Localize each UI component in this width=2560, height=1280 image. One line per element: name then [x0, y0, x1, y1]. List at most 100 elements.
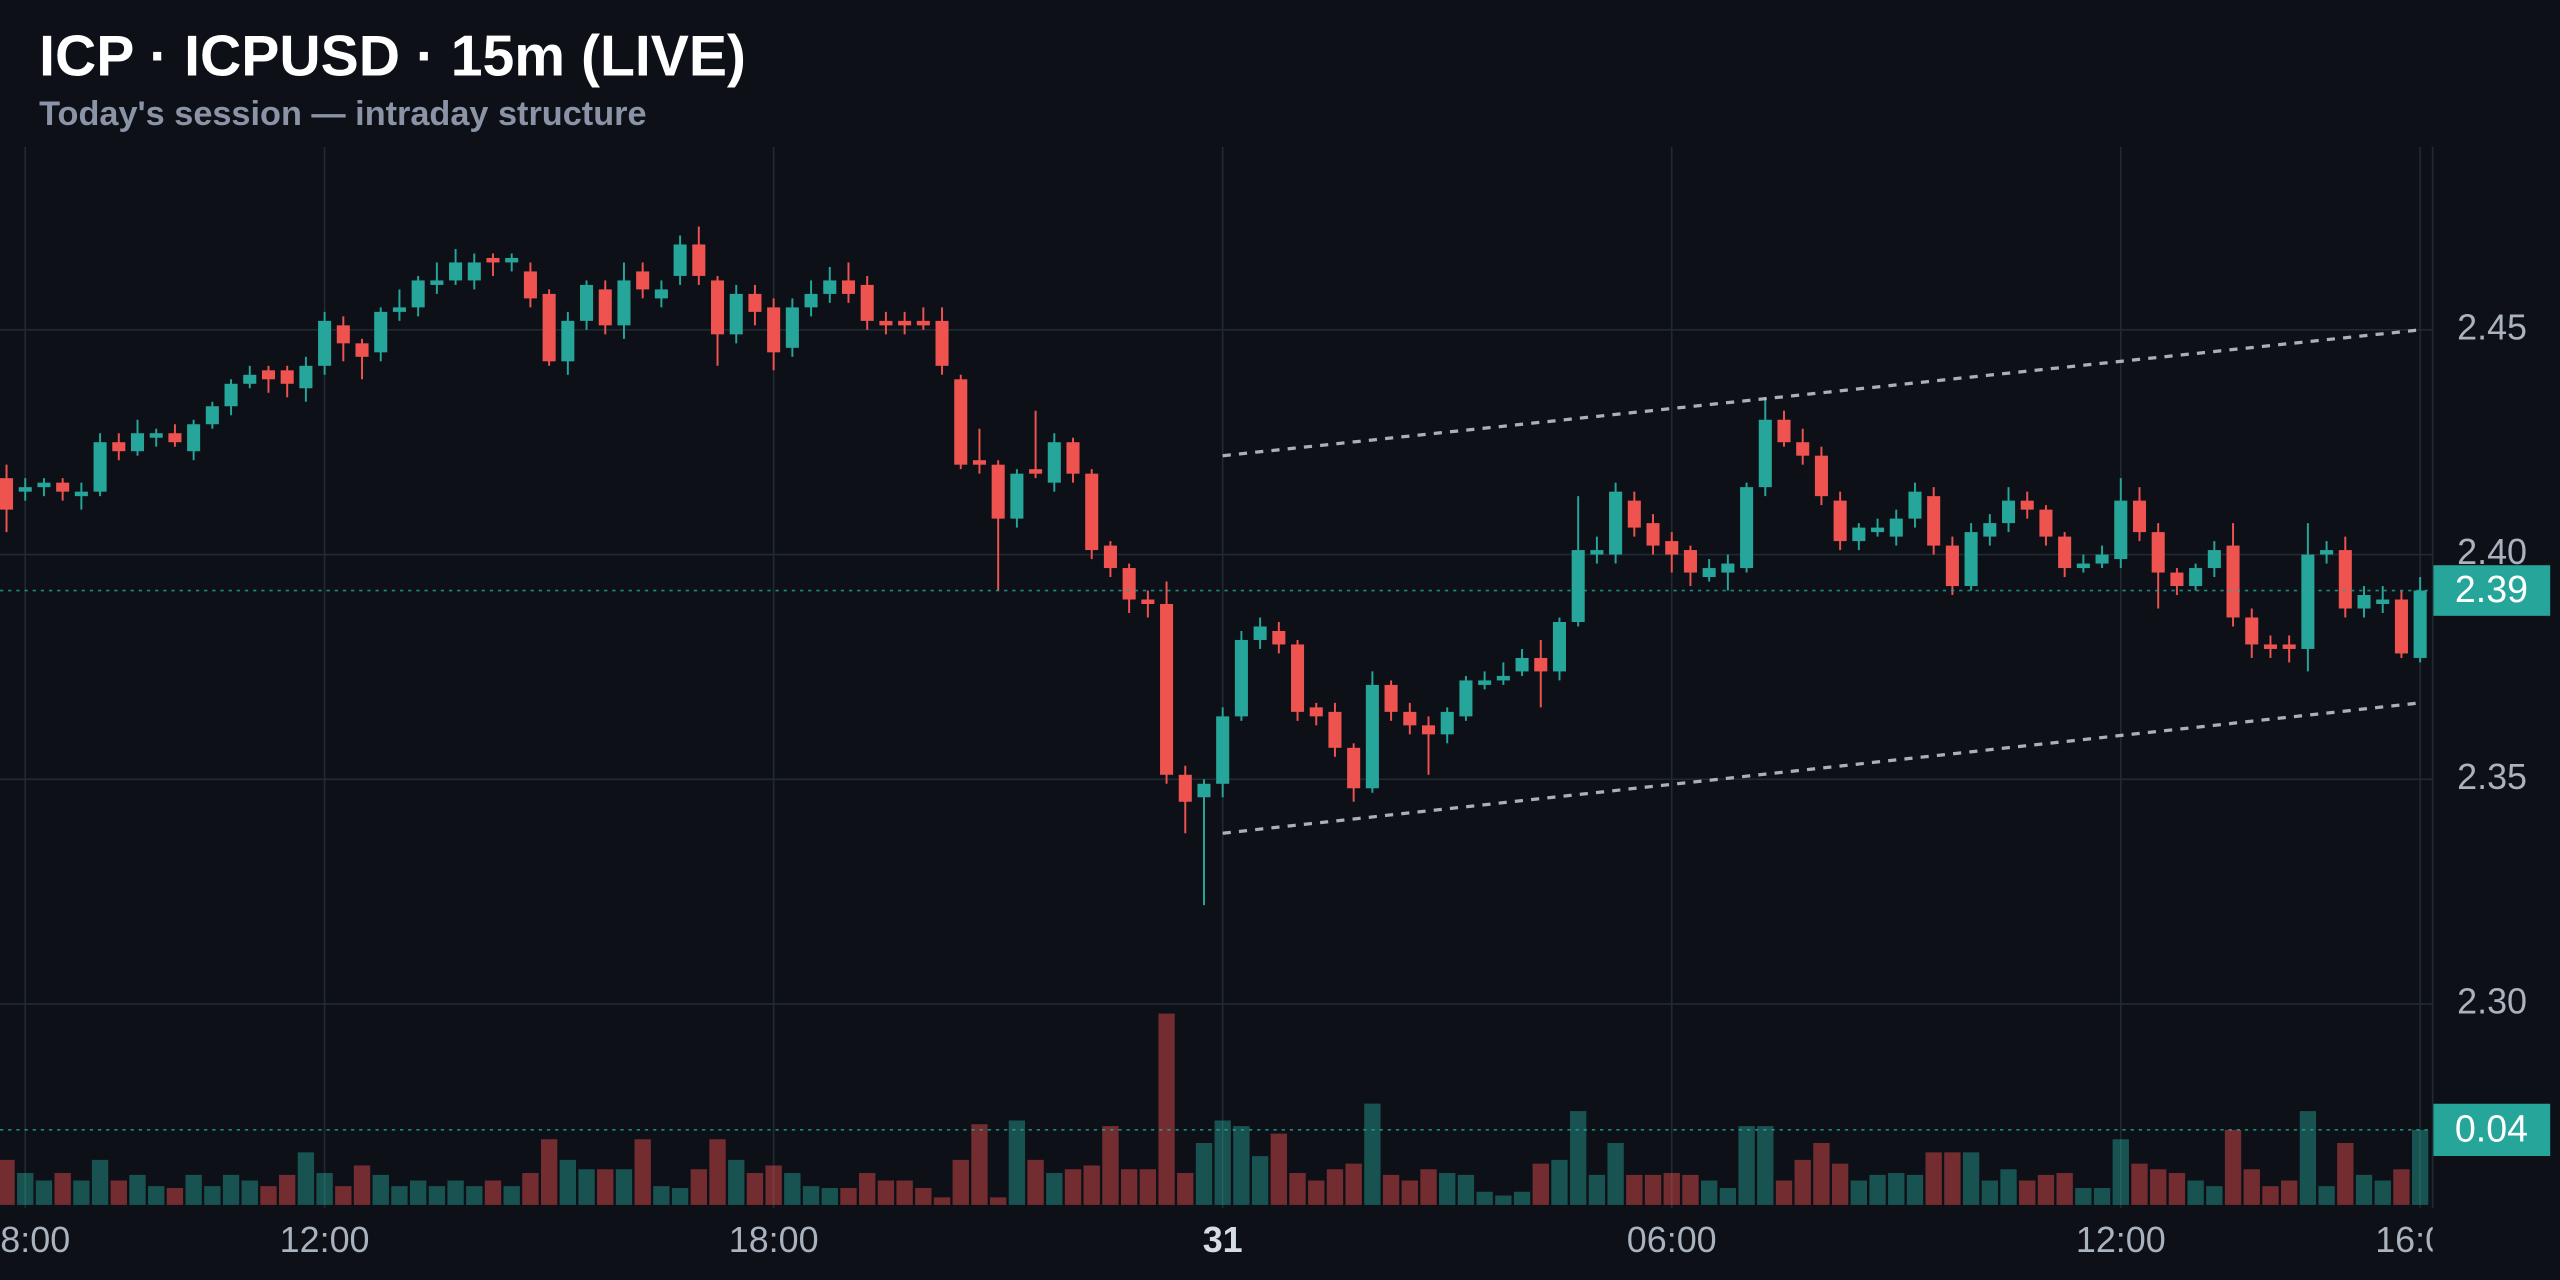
volume-bar: [1457, 1174, 1475, 1205]
volume-bar: [540, 1139, 558, 1205]
volume-bar: [1177, 1173, 1194, 1205]
candle-body: [1178, 774, 1192, 802]
volume-layer: [0, 1013, 2429, 1205]
volume-bar: [1064, 1169, 1082, 1205]
volume-bar: [2019, 1180, 2036, 1205]
volume-bar: [54, 1173, 71, 1205]
candle-body: [1740, 487, 1754, 569]
candle-body: [2207, 550, 2221, 569]
volume-bar: [1682, 1174, 1699, 1205]
volume-bar: [1981, 1180, 1998, 1205]
candle-body: [2076, 563, 2090, 569]
candle-body: [224, 383, 238, 407]
candle-body: [1197, 783, 1211, 798]
volume-bar: [279, 1174, 296, 1205]
volume-bar: [971, 1124, 988, 1205]
candle-body: [991, 464, 1005, 519]
volume-bar: [148, 1186, 165, 1205]
volume-bar: [840, 1188, 857, 1205]
candle-body: [1796, 442, 1810, 456]
candle-body: [2282, 644, 2296, 649]
candle-body: [261, 370, 276, 380]
candle-body: [879, 320, 893, 326]
candle-body: [1945, 545, 1959, 587]
candle-body: [1029, 469, 1043, 474]
candle-body: [1814, 455, 1828, 497]
volume-bar: [2374, 1180, 2391, 1205]
y-tick-label: 2.30: [2457, 980, 2527, 1021]
volume-bar: [1794, 1159, 1811, 1205]
x-tick-label: 06:00: [1627, 1219, 1717, 1260]
candle-body: [2376, 599, 2390, 605]
candle-body: [729, 293, 743, 335]
candle-body: [1852, 527, 1866, 542]
last-volume-box: [2432, 1103, 2551, 1156]
volume-bar: [1607, 1142, 1624, 1205]
candle-body: [1328, 711, 1342, 748]
volume-bar: [335, 1186, 352, 1205]
volume-bar: [1008, 1120, 1026, 1205]
candle-body: [1122, 568, 1136, 600]
volume-bar: [1102, 1126, 1119, 1205]
volume-bar: [2281, 1180, 2298, 1205]
volume-bar: [859, 1173, 876, 1205]
candle-body: [1609, 491, 1623, 555]
candle-body: [1721, 563, 1735, 573]
volume-bar: [316, 1173, 333, 1205]
candle-body: [2114, 500, 2128, 560]
candle-body: [149, 433, 163, 438]
candle-body: [2001, 500, 2016, 524]
candle-body: [130, 433, 145, 452]
candle-body: [1421, 725, 1436, 735]
volume-bar: [522, 1173, 539, 1205]
y-tick-label: 2.45: [2457, 306, 2527, 347]
volume-bar: [2056, 1173, 2073, 1205]
candle-body: [1833, 500, 1847, 542]
last-price-label: 2.39: [2455, 568, 2528, 610]
volume-bar: [503, 1186, 520, 1205]
candle-body: [2189, 568, 2203, 587]
volume-bar: [1046, 1173, 1063, 1205]
volume-bar: [372, 1174, 389, 1205]
candle-body: [1964, 532, 1978, 587]
volume-bar: [2243, 1169, 2260, 1205]
candle-body: [2413, 590, 2427, 658]
candle-body: [1702, 568, 1716, 578]
volume-bar: [91, 1159, 109, 1205]
volume-bar: [765, 1165, 782, 1205]
volume-bar: [728, 1159, 745, 1205]
y-axis: 2.302.352.402.452.390.04: [2432, 306, 2551, 1156]
candle-body: [112, 442, 126, 452]
candle-body: [1777, 419, 1791, 443]
volume-bar: [990, 1197, 1007, 1205]
candle-body: [243, 374, 257, 384]
candle-body: [1440, 711, 1454, 735]
volume-bar: [690, 1169, 707, 1205]
volume-bar: [1083, 1165, 1100, 1205]
volume-bar: [821, 1188, 838, 1205]
candle-body: [617, 280, 631, 326]
volume-bar: [2411, 1129, 2429, 1205]
volume-bar: [2150, 1169, 2167, 1205]
volume-bar: [1888, 1173, 1905, 1205]
volume-bar: [466, 1186, 483, 1205]
x-tick-label: 18:00: [729, 1219, 819, 1260]
volume-bar: [2075, 1188, 2092, 1205]
candle-body: [280, 370, 294, 384]
volume-bar: [1345, 1163, 1362, 1205]
volume-bar: [2000, 1169, 2017, 1205]
volume-bar: [297, 1152, 315, 1205]
candle-body: [1160, 604, 1174, 775]
volume-bar: [1850, 1180, 1868, 1205]
candle-body: [636, 271, 650, 290]
volume-bar: [746, 1173, 764, 1205]
volume-bar: [1364, 1103, 1381, 1205]
candle-body: [1085, 473, 1099, 551]
x-tick-label: 12:00: [280, 1219, 370, 1260]
candle-body: [1309, 707, 1323, 717]
candle-body: [598, 289, 612, 326]
candle-body: [168, 433, 182, 443]
channel-line: [1222, 701, 2421, 835]
candle-body: [1515, 657, 1529, 672]
